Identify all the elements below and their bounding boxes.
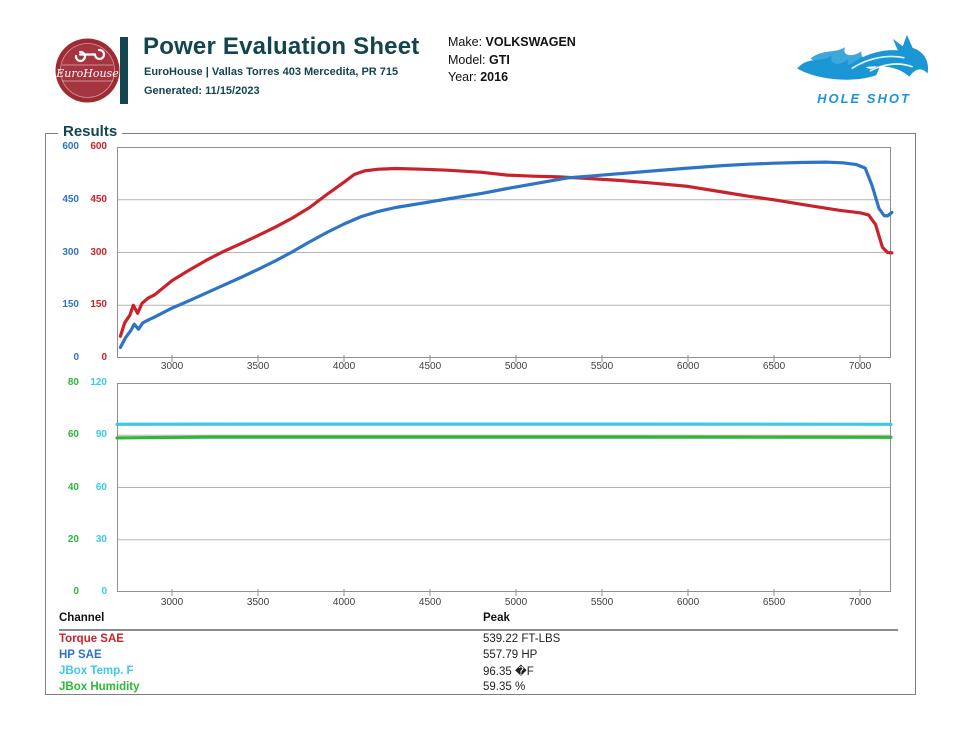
- badge-brand-text: EuroHouse: [55, 67, 119, 80]
- generated-date: Generated: 11/15/2023: [144, 85, 260, 97]
- y-tick-label: 120: [90, 377, 107, 388]
- results-section: Results 0 150 300 450 600 0 150 300 450 600 3000 35…: [45, 123, 916, 695]
- jbox-environment-vs-rpm-plot: [115, 383, 893, 596]
- y-tick-label: 40: [67, 481, 79, 493]
- vehicle-model: Model: GTI: [448, 52, 510, 67]
- y-tick-label: 450: [90, 193, 107, 205]
- channel-name: HP SAE: [59, 649, 102, 661]
- y-tick-label: 60: [95, 481, 107, 493]
- chart-1: 0 150 300 450 600 0 150 300 450 600 3000 3500 4000 45…: [46, 134, 915, 694]
- channel-name: Torque SAE: [59, 633, 124, 645]
- x-tick-label: 6500: [762, 361, 786, 372]
- vehicle-info: Make: VOLKSWAGEN Model: GTI Year: 2016: [448, 34, 576, 87]
- hole-shot-logo: HOLE SHOT: [778, 24, 950, 106]
- y-tick-label: 0: [73, 586, 79, 597]
- x-tick-label: 6500: [762, 597, 786, 608]
- y-tick-label: 600: [90, 141, 107, 152]
- peak-value: 539.22 FT-LBS: [483, 633, 561, 645]
- peak-value: 59.35 %: [483, 681, 526, 693]
- x-tick-label: 3500: [246, 597, 270, 608]
- table-row: HP SAE 557.79 HP: [59, 647, 898, 663]
- x-tick-label: 4000: [332, 597, 356, 608]
- channel-name: JBox Temp. F: [59, 665, 134, 677]
- x-tick-label: 3500: [246, 361, 270, 372]
- eurohouse-badge-icon: EuroHouse: [55, 38, 120, 103]
- peak-value: 557.79 HP: [483, 649, 538, 661]
- y-tick-label: 150: [90, 299, 107, 311]
- x-tick-label: 6000: [676, 361, 700, 372]
- x-tick-label: 5000: [504, 597, 528, 608]
- series-jbox-humidity: [115, 435, 893, 440]
- y-tick-label: 0: [73, 352, 79, 363]
- hole-shot-wordmark: HOLE SHOT: [817, 91, 911, 106]
- page-title: Power Evaluation Sheet: [143, 33, 420, 60]
- x-tick-label: 3000: [160, 597, 184, 608]
- series-hp-sae: [118, 160, 894, 349]
- y-tick-label: 450: [62, 193, 79, 205]
- peak-table-header: Channel Peak: [59, 612, 898, 631]
- torque-hp-vs-rpm-plot: [117, 147, 894, 362]
- y-tick-label: 0: [101, 352, 107, 363]
- series-torque-sae: [118, 166, 894, 338]
- x-tick-label: 5500: [590, 361, 614, 372]
- x-tick-label: 4500: [418, 597, 442, 608]
- peak-table: Channel Peak Torque SAE 539.22 FT-LBS HP S…: [59, 612, 898, 695]
- y-tick-label: 30: [95, 533, 107, 545]
- x-tick-label: 7000: [848, 361, 872, 372]
- x-tick-label: 6000: [676, 597, 700, 608]
- y-tick-label: 20: [67, 533, 79, 545]
- eurohouse-badge-logo: EuroHouse: [54, 37, 121, 104]
- header-accent-bar: [120, 37, 128, 104]
- peak-table-rows: Torque SAE 539.22 FT-LBS HP SAE 557.79 HP JB…: [59, 631, 898, 695]
- y-tick-label: 600: [62, 141, 79, 152]
- chart-2: 0 20 40 60 80 0 30 60 90 120 3000 3500 4000 4500 5000 5…: [46, 134, 915, 694]
- vehicle-year: Year: 2016: [448, 70, 509, 84]
- x-tick-label: 4000: [332, 361, 356, 372]
- column-header-channel: Channel: [59, 612, 105, 624]
- y-tick-label: 150: [62, 299, 79, 311]
- channel-name: JBox Humidity: [59, 681, 140, 693]
- x-tick-label: 5500: [590, 597, 614, 608]
- vehicle-make: Make: VOLKSWAGEN: [448, 35, 576, 49]
- x-tick-label: 5000: [504, 361, 528, 372]
- results-section-title: Results: [58, 123, 123, 140]
- table-row: JBox Humidity 59.35 %: [59, 679, 898, 695]
- y-tick-label: 0: [101, 586, 107, 597]
- x-tick-label: 3000: [160, 361, 184, 372]
- shop-address: EuroHouse | Vallas Torres 403 Mercedita,…: [144, 66, 399, 78]
- y-tick-label: 80: [67, 377, 79, 388]
- column-header-peak: Peak: [483, 612, 510, 624]
- table-row: Torque SAE 539.22 FT-LBS: [59, 631, 898, 647]
- x-tick-label: 4500: [418, 361, 442, 372]
- y-tick-label: 90: [95, 429, 107, 441]
- y-tick-label: 60: [67, 429, 79, 441]
- wrench-icon: [74, 48, 106, 63]
- table-row: JBox Temp. F 96.35 �F: [59, 663, 898, 679]
- x-tick-label: 7000: [848, 597, 872, 608]
- horse-icon: [797, 34, 929, 80]
- y-tick-label: 300: [62, 246, 79, 258]
- peak-value: 96.35 �F: [483, 666, 534, 678]
- y-tick-label: 300: [90, 246, 107, 258]
